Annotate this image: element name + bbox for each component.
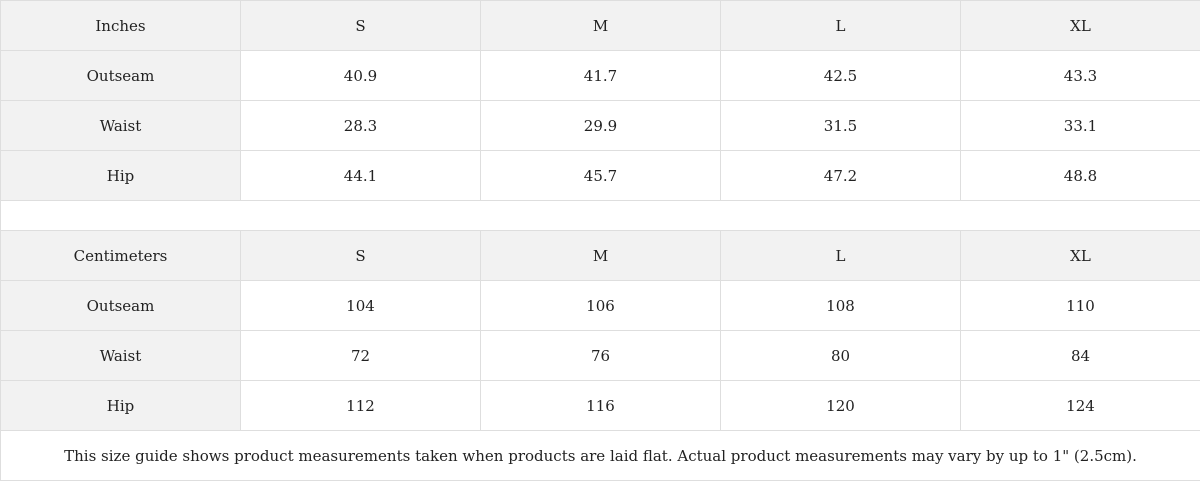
measurement-value: 106 <box>481 281 721 331</box>
measurement-value: 84 <box>961 331 1200 381</box>
measurement-value: 47.2 <box>721 151 961 201</box>
unit-header: Inches <box>1 1 241 51</box>
measurement-value: 42.5 <box>721 51 961 101</box>
unit-header: Centimeters <box>1 231 241 281</box>
spacer-cell <box>1 201 1200 231</box>
measurement-value: 33.1 <box>961 101 1200 151</box>
measurement-value: 43.3 <box>961 51 1200 101</box>
table-spacer <box>1 201 1200 231</box>
measurement-value: 31.5 <box>721 101 961 151</box>
measurement-label: Waist <box>1 101 241 151</box>
measurement-value: 104 <box>241 281 481 331</box>
measurement-value: 45.7 <box>481 151 721 201</box>
measurement-label: Hip <box>1 151 241 201</box>
measurement-value: 112 <box>241 381 481 431</box>
size-guide-note: This size guide shows product measuremen… <box>1 431 1200 481</box>
size-header: XL <box>961 231 1200 281</box>
measurement-label: Outseam <box>1 51 241 101</box>
size-header: M <box>481 1 721 51</box>
size-header: L <box>721 1 961 51</box>
measurement-label: Waist <box>1 331 241 381</box>
measurement-value: 28.3 <box>241 101 481 151</box>
size-header: XL <box>961 1 1200 51</box>
measurement-value: 72 <box>241 331 481 381</box>
measurement-value: 48.8 <box>961 151 1200 201</box>
measurement-value: 120 <box>721 381 961 431</box>
size-header: S <box>241 231 481 281</box>
size-header: L <box>721 231 961 281</box>
measurement-value: 110 <box>961 281 1200 331</box>
measurement-value: 80 <box>721 331 961 381</box>
measurement-value: 29.9 <box>481 101 721 151</box>
size-header: M <box>481 231 721 281</box>
measurement-value: 44.1 <box>241 151 481 201</box>
measurement-value: 124 <box>961 381 1200 431</box>
measurement-value: 116 <box>481 381 721 431</box>
measurement-value: 40.9 <box>241 51 481 101</box>
measurement-label: Hip <box>1 381 241 431</box>
measurement-value: 108 <box>721 281 961 331</box>
note-row: This size guide shows product measuremen… <box>1 431 1200 481</box>
size-header: S <box>241 1 481 51</box>
measurement-label: Outseam <box>1 281 241 331</box>
measurement-value: 76 <box>481 331 721 381</box>
measurement-value: 41.7 <box>481 51 721 101</box>
